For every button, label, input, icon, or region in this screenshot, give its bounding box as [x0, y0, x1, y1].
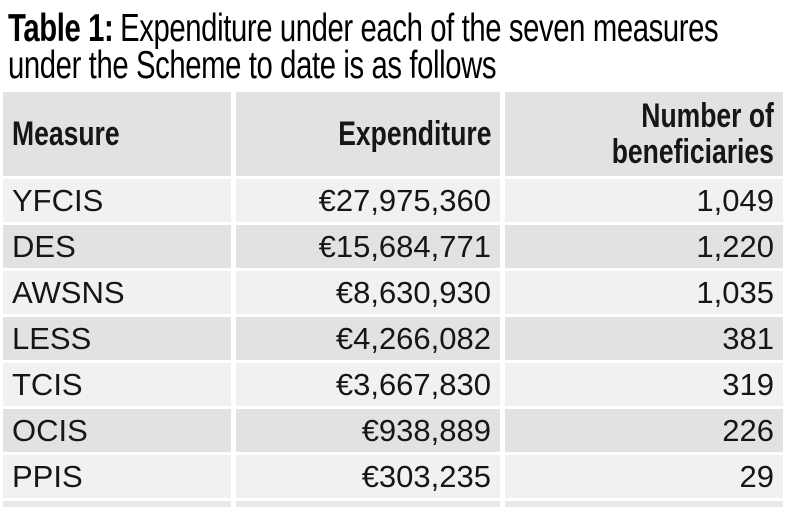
column-header-beneficiaries: Number of beneficiaries: [505, 92, 783, 176]
caption-line-1: Table 1: Expenditure under each of the se…: [8, 7, 782, 50]
cell-expenditure: €8,630,930: [236, 271, 500, 314]
cell-expenditure: €4,266,082: [236, 317, 500, 360]
cell-beneficiaries: 226: [505, 409, 783, 452]
cell-measure: AWSNS: [3, 271, 231, 314]
cell-beneficiaries: 1,049: [505, 179, 783, 222]
cell-measure: PPIS: [3, 455, 231, 498]
cell-measure: DES: [3, 225, 231, 268]
cell-beneficiaries: 381: [505, 317, 783, 360]
cell-measure: YFCIS: [3, 179, 231, 222]
cell-measure: TCIS: [3, 363, 231, 406]
cell-expenditure: €938,889: [236, 409, 500, 452]
caption-text-line1: Expenditure under each of the seven meas…: [120, 7, 719, 50]
cell-expenditure: €3,667,830: [236, 363, 500, 406]
cell-measure: OCIS: [3, 409, 231, 452]
caption-label: Table 1:: [8, 7, 114, 50]
cell-measure: LESS: [3, 317, 231, 360]
cell-expenditure: €303,235: [236, 455, 500, 498]
column-header-measure: Measure: [3, 92, 231, 176]
header-beneficiaries-line2: beneficiaries: [611, 133, 774, 171]
expenditure-table: Measure Expenditure Number of beneficiar…: [3, 92, 783, 507]
cell-expenditure: €27,975,360: [236, 179, 500, 222]
cell-beneficiaries: 319: [505, 363, 783, 406]
caption-text-line2: under the Scheme to date is as follows: [8, 44, 497, 87]
cell-beneficiaries: 1,220: [505, 225, 783, 268]
cell-expenditure: €15,684,771: [236, 225, 500, 268]
caption-line-2: under the Scheme to date is as follows: [8, 44, 782, 87]
cell-beneficiaries: 29: [505, 455, 783, 498]
table-edge-cell: [236, 501, 500, 507]
column-header-expenditure: Expenditure: [236, 92, 500, 176]
table-edge-cell: [3, 501, 231, 507]
table-edge-cell: [505, 501, 783, 507]
cell-beneficiaries: 1,035: [505, 271, 783, 314]
header-beneficiaries-line1: Number of: [641, 96, 774, 135]
table-caption: Table 1: Expenditure under each of the se…: [0, 0, 790, 87]
